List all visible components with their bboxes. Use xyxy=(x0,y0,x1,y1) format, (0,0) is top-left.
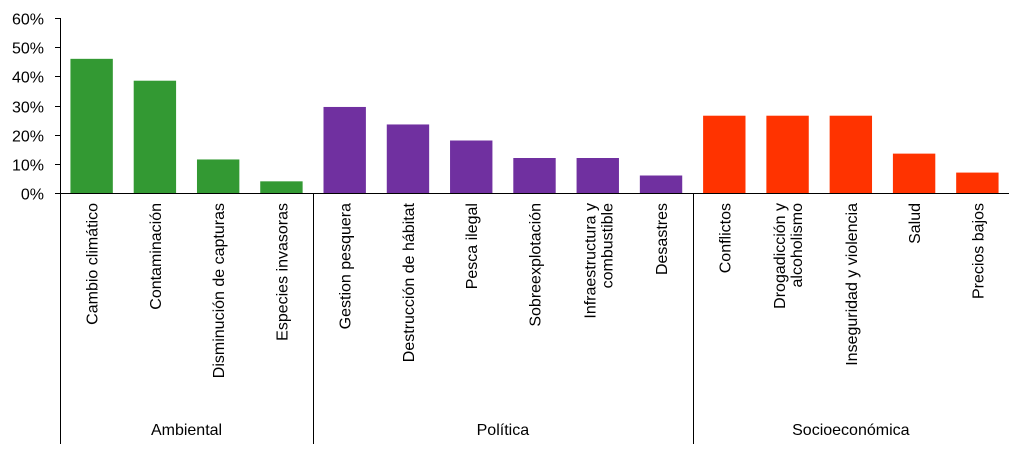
category-label-conflictos: Conflictos xyxy=(717,203,734,273)
category-label-cambio-climatico: Cambio climático xyxy=(85,203,102,325)
group-label-politica: Política xyxy=(477,422,530,439)
y-tick-label: 40% xyxy=(12,70,44,87)
bar-infraestructura-y-combustible xyxy=(576,158,619,193)
category-label-pesca-ilegal: Pesca ilegal xyxy=(464,203,481,289)
category-label-drogadiccion-y-alcoholismo: Drogadicción yalcoholismo xyxy=(772,203,806,309)
bar-precios-bajos xyxy=(956,172,999,193)
category-label-line: Destrucción de hábitat xyxy=(401,202,418,362)
y-tick-label: 60% xyxy=(12,12,44,29)
category-label-line: Desastres xyxy=(654,203,671,275)
category-label-contaminacion: Contaminación xyxy=(148,203,165,310)
y-tick-label: 50% xyxy=(12,41,44,58)
bar-cambio-climatico xyxy=(70,58,113,194)
bar-especies-invasoras xyxy=(260,181,303,193)
bar-sobreexplotacion xyxy=(513,158,556,193)
bar-destruccion-de-habitat xyxy=(386,124,430,193)
bar-gestion-pesquera xyxy=(323,106,366,193)
category-label-line: Conflictos xyxy=(717,203,734,273)
category-label-infraestructura-y-combustible: Infraestructura ycombustible xyxy=(582,203,616,319)
category-label-line: Drogadicción y xyxy=(772,203,789,309)
category-label-line: Salud xyxy=(907,203,924,244)
category-label-line: Infraestructura y xyxy=(582,203,599,319)
category-label-line: combustible xyxy=(599,203,616,288)
category-label-line: Sobreexplotación xyxy=(528,203,545,327)
category-label-gestion-pesquera: Gestion pesquera xyxy=(338,203,355,329)
group-label-socioeconomica: Socioeconómica xyxy=(792,422,910,439)
category-label-line: Pesca ilegal xyxy=(464,203,481,289)
y-tick-label: 30% xyxy=(12,100,44,117)
bar-conflictos xyxy=(703,115,746,193)
category-label-sobreexplotacion: Sobreexplotación xyxy=(528,203,545,327)
category-label-line: Cambio climático xyxy=(85,203,102,325)
y-tick-label: 0% xyxy=(21,187,44,204)
bar-salud xyxy=(892,153,936,193)
category-label-desastres: Desastres xyxy=(654,203,671,275)
category-label-precios-bajos: Precios bajos xyxy=(970,203,987,299)
category-label-line: alcoholismo xyxy=(789,203,806,288)
category-label-line: Gestion pesquera xyxy=(338,203,355,329)
bar-desastres xyxy=(639,175,683,193)
y-tick-label: 20% xyxy=(12,129,44,146)
category-label-line: Precios bajos xyxy=(970,203,987,299)
bar-pesca-ilegal xyxy=(450,140,493,193)
category-label-line: Especies invasoras xyxy=(274,203,291,341)
category-label-disminucion-de-capturas: Disminución de capturas xyxy=(211,203,228,378)
category-label-line: Inseguridad y violencia xyxy=(844,203,861,366)
category-label-especies-invasoras: Especies invasoras xyxy=(274,203,291,341)
bar-contaminacion xyxy=(133,80,177,193)
bar-drogadiccion-y-alcoholismo xyxy=(766,115,809,193)
bar-disminucion-de-capturas xyxy=(196,159,240,193)
bar-inseguridad-y-violencia xyxy=(829,115,873,193)
y-tick-label: 10% xyxy=(12,158,44,175)
category-label-destruccion-de-habitat: Destrucción de hábitat xyxy=(401,202,418,362)
group-label-ambiental: Ambiental xyxy=(151,422,222,439)
category-label-line: Contaminación xyxy=(148,203,165,310)
category-label-salud: Salud xyxy=(907,203,924,244)
category-label-line: Disminución de capturas xyxy=(211,203,228,378)
category-label-inseguridad-y-violencia: Inseguridad y violencia xyxy=(844,203,861,366)
